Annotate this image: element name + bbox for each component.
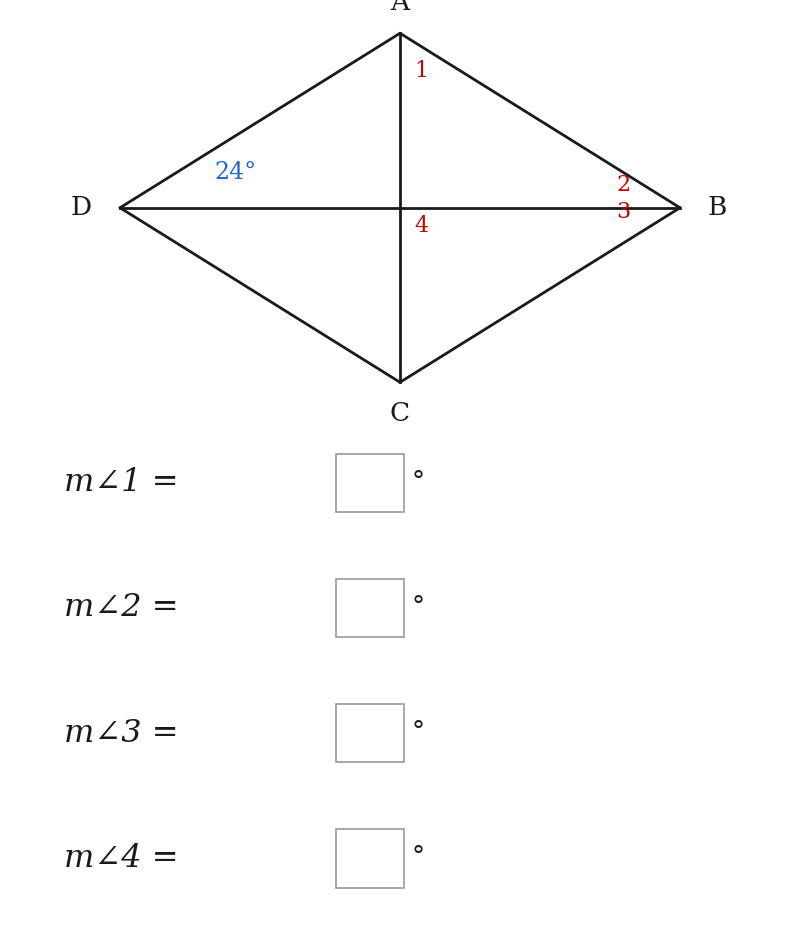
- Bar: [336, 578, 404, 637]
- Bar: [336, 454, 404, 512]
- Text: m∠4 =: m∠4 =: [64, 843, 178, 874]
- Text: m∠2 =: m∠2 =: [64, 592, 178, 623]
- Text: 3: 3: [616, 201, 630, 223]
- Text: °: °: [412, 845, 425, 871]
- Text: 1: 1: [414, 60, 429, 82]
- Text: °: °: [412, 595, 425, 621]
- Bar: [336, 704, 404, 763]
- Text: 24°: 24°: [215, 161, 257, 184]
- Text: m∠1 =: m∠1 =: [64, 467, 178, 498]
- Text: C: C: [390, 401, 410, 426]
- Text: m∠3 =: m∠3 =: [64, 718, 178, 749]
- Bar: [336, 830, 404, 887]
- Text: °: °: [412, 470, 425, 496]
- Text: D: D: [71, 195, 92, 220]
- Text: 4: 4: [414, 216, 429, 237]
- Text: B: B: [708, 195, 727, 220]
- Text: °: °: [412, 720, 425, 746]
- Text: A: A: [390, 0, 410, 15]
- Text: 2: 2: [616, 174, 630, 196]
